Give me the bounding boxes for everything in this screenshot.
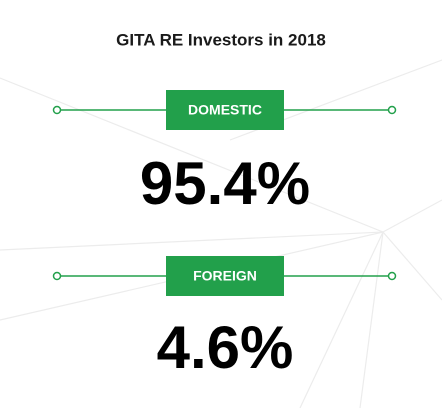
label-box [166, 90, 284, 130]
item-label: FOREIGN [193, 268, 257, 284]
divider-end [387, 105, 397, 115]
label-box [166, 256, 284, 296]
item-label: DOMESTIC [188, 102, 262, 118]
item-value: 95.4% [140, 150, 310, 217]
divider-end [52, 271, 62, 281]
items: DOMESTIC 95.4% FOREIGN 4.6% [52, 90, 397, 381]
item-value: 4.6% [157, 314, 294, 381]
title: GITA RE Investors in 2018 [116, 30, 326, 49]
divider-end [52, 105, 62, 115]
divider-end [387, 271, 397, 281]
